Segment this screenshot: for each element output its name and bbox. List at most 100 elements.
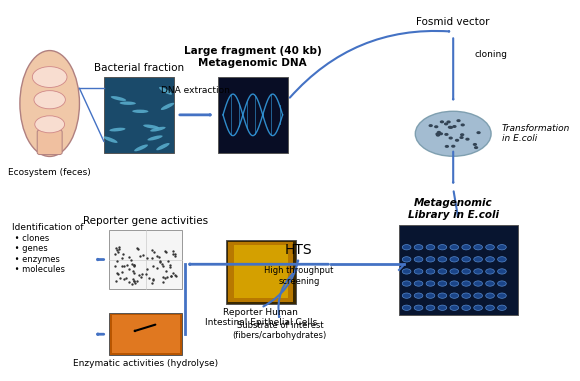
Ellipse shape — [498, 245, 506, 250]
Text: HTS: HTS — [285, 243, 313, 257]
Text: Identification of: Identification of — [12, 223, 84, 232]
Ellipse shape — [150, 127, 166, 131]
Ellipse shape — [498, 293, 506, 298]
Text: Enzymatic activities (hydrolyse): Enzymatic activities (hydrolyse) — [73, 359, 219, 368]
Circle shape — [448, 136, 453, 139]
Bar — [109, 230, 182, 289]
Ellipse shape — [426, 257, 435, 262]
Ellipse shape — [414, 257, 423, 262]
Circle shape — [455, 139, 459, 142]
Ellipse shape — [134, 144, 148, 151]
Text: Large fragment (40 kb)
Metagenomic DNA: Large fragment (40 kb) Metagenomic DNA — [184, 46, 322, 67]
Text: DNA extraction: DNA extraction — [161, 86, 230, 95]
Text: High throughput
screening: High throughput screening — [264, 266, 334, 285]
Circle shape — [459, 136, 464, 139]
Ellipse shape — [485, 293, 494, 298]
Text: Reporter gene activities: Reporter gene activities — [84, 216, 208, 226]
Circle shape — [449, 126, 453, 129]
Circle shape — [440, 120, 444, 123]
Ellipse shape — [485, 245, 494, 250]
Ellipse shape — [426, 293, 435, 298]
Circle shape — [461, 123, 465, 126]
Ellipse shape — [462, 245, 470, 250]
Circle shape — [456, 119, 461, 122]
Bar — [399, 224, 518, 315]
Ellipse shape — [462, 269, 470, 274]
Ellipse shape — [450, 305, 459, 311]
Circle shape — [434, 125, 438, 128]
Ellipse shape — [403, 257, 411, 262]
Text: Reporter Human
Intestinal Epithelial Cells: Reporter Human Intestinal Epithelial Cel… — [205, 308, 317, 327]
Circle shape — [465, 138, 470, 141]
Circle shape — [460, 133, 465, 136]
Ellipse shape — [414, 293, 423, 298]
Bar — [104, 77, 174, 153]
Ellipse shape — [111, 96, 126, 101]
Ellipse shape — [474, 257, 483, 262]
Bar — [112, 315, 180, 353]
Text: Substrate of interest
(fibers/carbohydrates): Substrate of interest (fibers/carbohydra… — [233, 321, 327, 340]
Ellipse shape — [438, 245, 447, 250]
Ellipse shape — [485, 281, 494, 286]
Ellipse shape — [20, 51, 79, 157]
Ellipse shape — [474, 269, 483, 274]
Ellipse shape — [103, 136, 118, 143]
Ellipse shape — [34, 91, 66, 109]
Bar — [109, 314, 182, 355]
Bar — [234, 245, 288, 298]
Circle shape — [445, 145, 449, 148]
Text: cloning: cloning — [475, 50, 508, 59]
Ellipse shape — [438, 281, 447, 286]
Ellipse shape — [485, 305, 494, 311]
Ellipse shape — [132, 110, 148, 113]
Ellipse shape — [403, 269, 411, 274]
Ellipse shape — [438, 305, 447, 311]
Ellipse shape — [415, 111, 491, 156]
Circle shape — [436, 133, 440, 136]
Ellipse shape — [498, 305, 506, 311]
Ellipse shape — [450, 257, 459, 262]
Ellipse shape — [156, 143, 169, 150]
Circle shape — [438, 132, 443, 135]
Circle shape — [429, 124, 433, 127]
Ellipse shape — [450, 245, 459, 250]
Ellipse shape — [498, 257, 506, 262]
Circle shape — [476, 131, 481, 134]
Ellipse shape — [161, 103, 174, 110]
Ellipse shape — [462, 293, 470, 298]
Ellipse shape — [450, 293, 459, 298]
Ellipse shape — [414, 281, 423, 286]
Ellipse shape — [462, 281, 470, 286]
Ellipse shape — [403, 293, 411, 298]
Ellipse shape — [474, 281, 483, 286]
Ellipse shape — [403, 281, 411, 286]
Ellipse shape — [450, 269, 459, 274]
Ellipse shape — [426, 245, 435, 250]
Ellipse shape — [485, 269, 494, 274]
Ellipse shape — [474, 293, 483, 298]
Ellipse shape — [462, 257, 470, 262]
Ellipse shape — [414, 269, 423, 274]
Ellipse shape — [498, 281, 506, 286]
Ellipse shape — [498, 269, 506, 274]
Ellipse shape — [119, 101, 136, 105]
Ellipse shape — [438, 257, 447, 262]
Bar — [226, 240, 296, 304]
Circle shape — [473, 143, 477, 146]
Ellipse shape — [32, 67, 67, 87]
Ellipse shape — [35, 116, 64, 133]
Text: Ecosystem (feces): Ecosystem (feces) — [8, 168, 91, 177]
Circle shape — [448, 126, 452, 129]
Bar — [218, 77, 288, 153]
Circle shape — [436, 134, 440, 137]
Ellipse shape — [143, 125, 159, 129]
Text: • clones
 • genes
 • enzymes
 • molecules: • clones • genes • enzymes • molecules — [12, 234, 65, 274]
Ellipse shape — [403, 305, 411, 311]
Ellipse shape — [414, 305, 423, 311]
Ellipse shape — [438, 269, 447, 274]
Ellipse shape — [438, 293, 447, 298]
Ellipse shape — [414, 245, 423, 250]
Circle shape — [452, 125, 456, 128]
Ellipse shape — [147, 135, 162, 141]
Text: Bacterial fraction: Bacterial fraction — [94, 63, 184, 73]
